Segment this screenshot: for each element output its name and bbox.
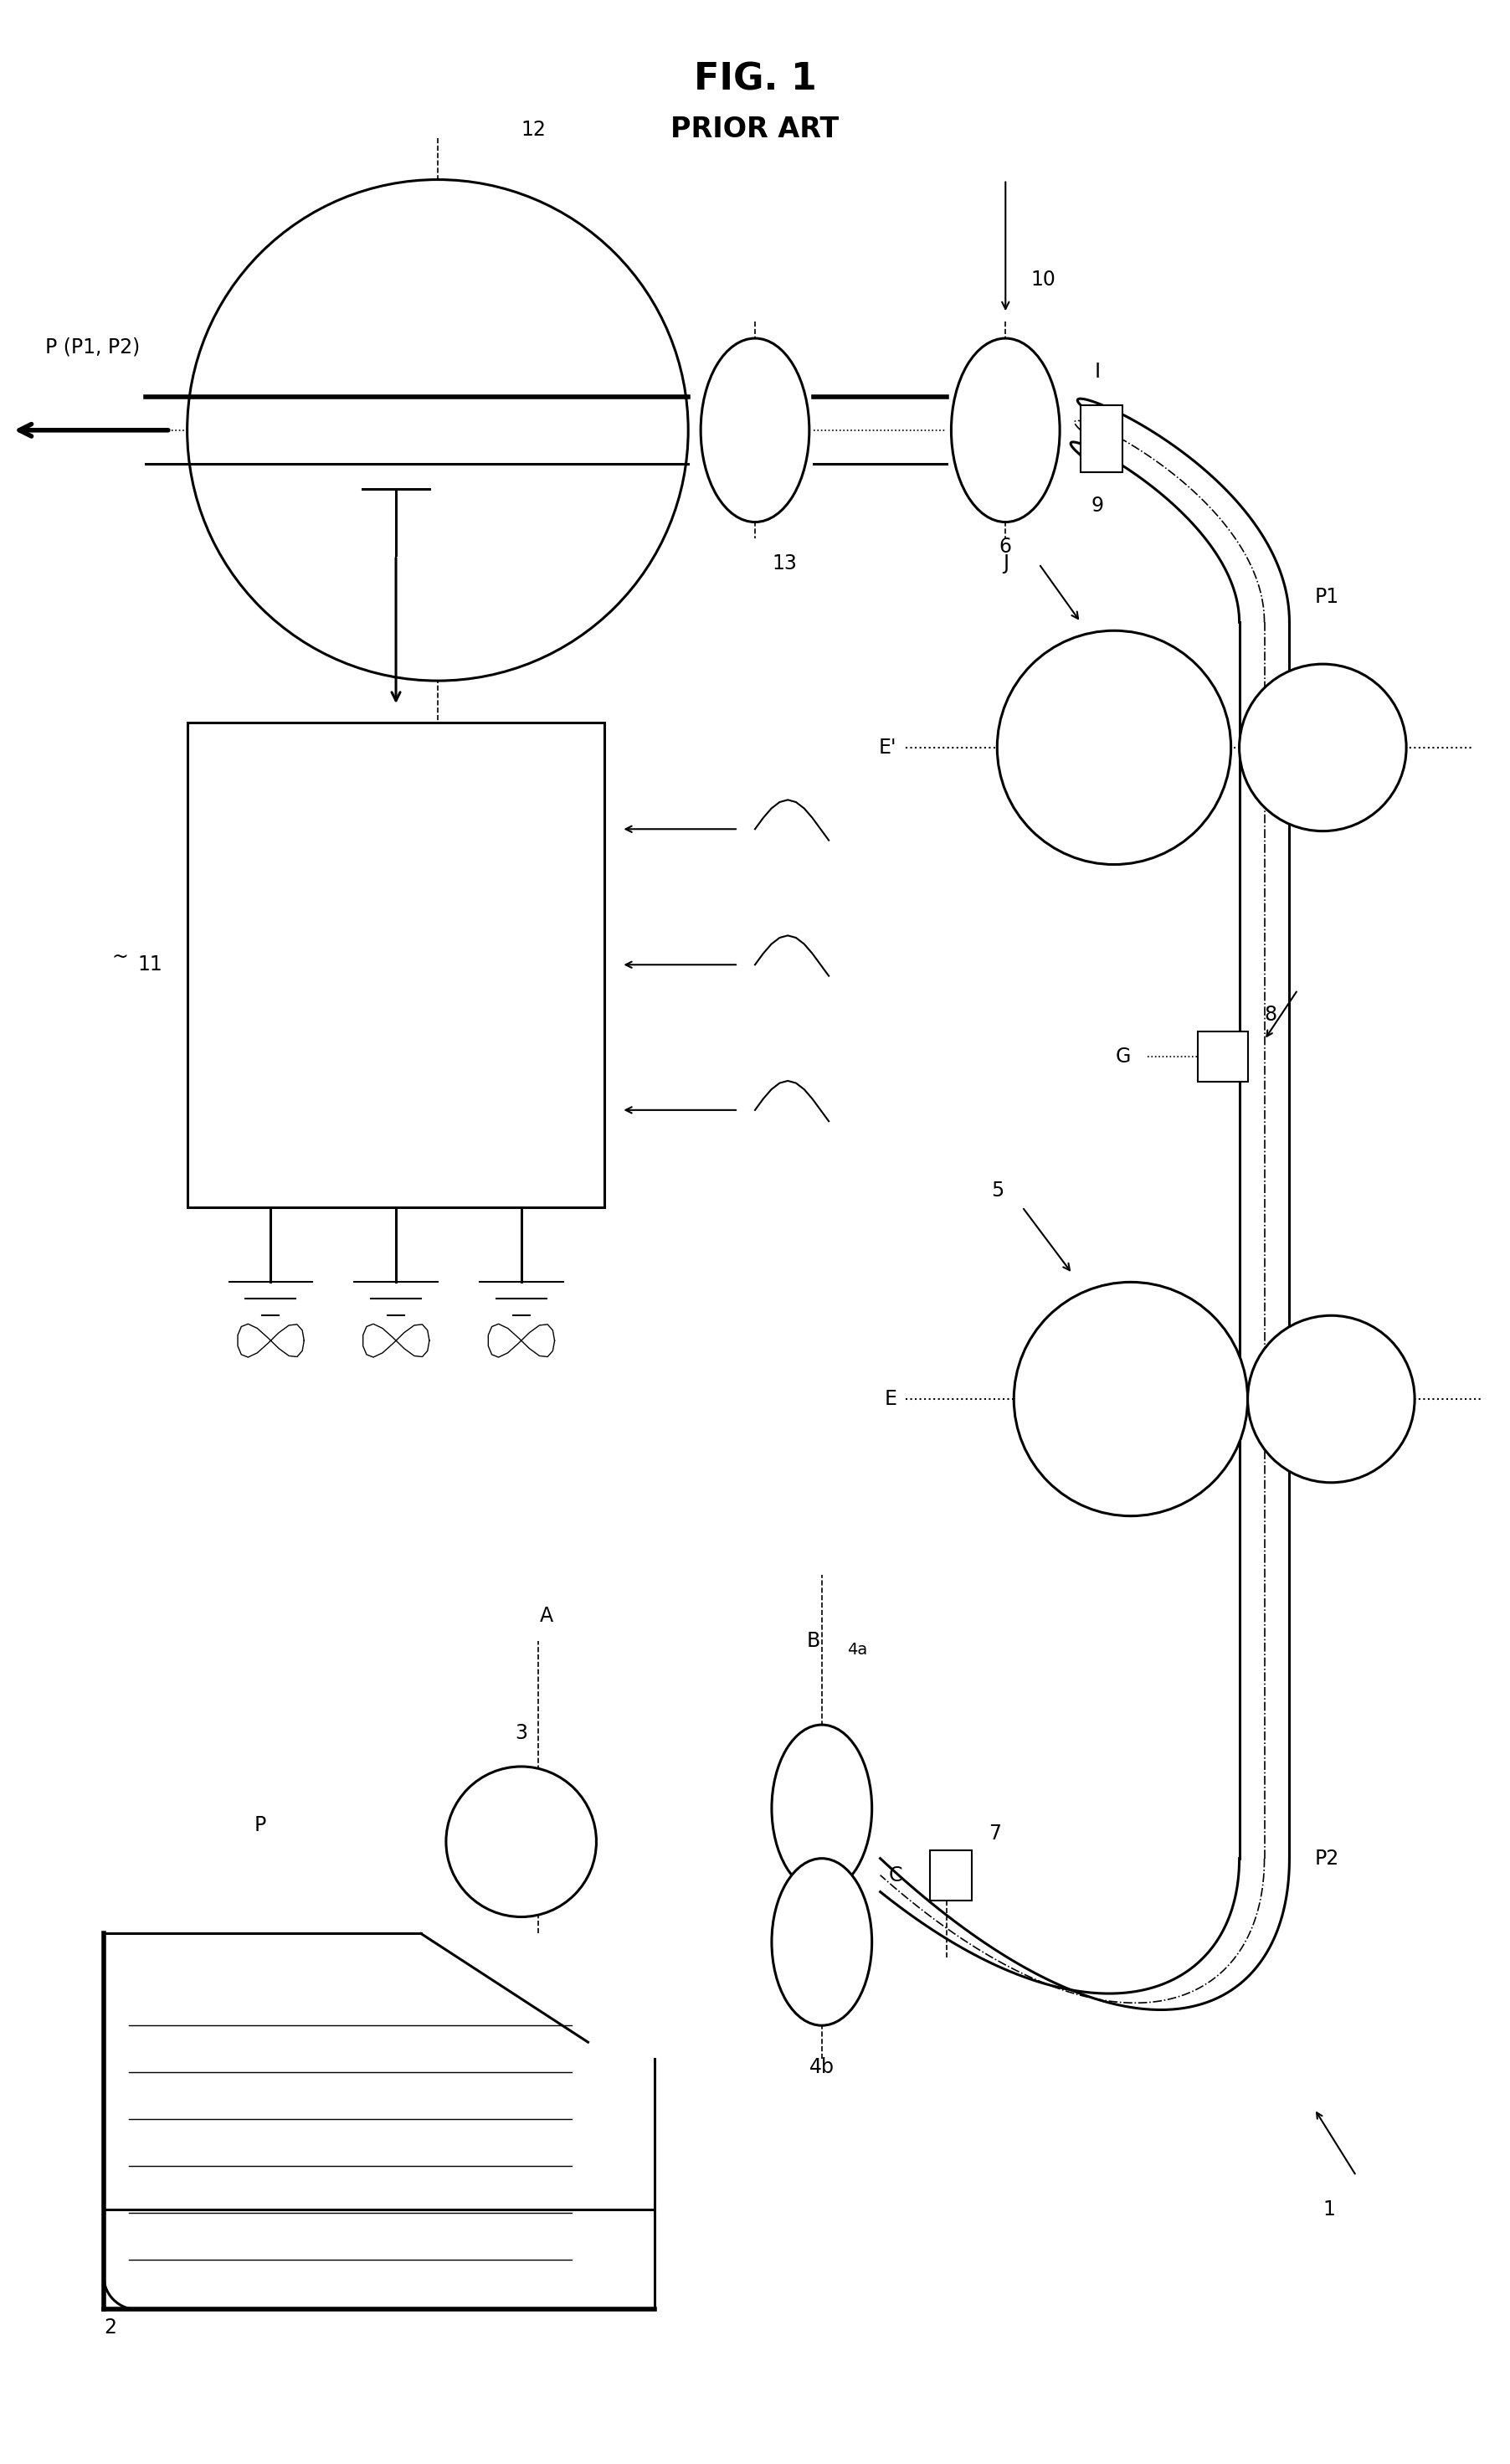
Text: 4a: 4a bbox=[847, 1641, 867, 1658]
Text: P1: P1 bbox=[1315, 586, 1339, 606]
Text: C: C bbox=[888, 1865, 903, 1885]
Text: 13: 13 bbox=[772, 554, 797, 574]
Text: I: I bbox=[1095, 362, 1101, 382]
Circle shape bbox=[1247, 1316, 1415, 1483]
Text: P2: P2 bbox=[1315, 1848, 1339, 1868]
Text: 6: 6 bbox=[1000, 537, 1012, 557]
Text: 2: 2 bbox=[104, 2319, 116, 2338]
Text: E': E' bbox=[879, 737, 897, 756]
Text: 12: 12 bbox=[521, 118, 547, 140]
Circle shape bbox=[187, 180, 689, 680]
Text: 3: 3 bbox=[515, 1722, 527, 1742]
Text: 9: 9 bbox=[1092, 495, 1104, 515]
FancyBboxPatch shape bbox=[187, 722, 604, 1207]
Text: P: P bbox=[254, 1816, 266, 1836]
Text: FIG. 1: FIG. 1 bbox=[693, 62, 817, 99]
Text: 4b: 4b bbox=[809, 2057, 835, 2077]
Ellipse shape bbox=[701, 338, 809, 522]
Ellipse shape bbox=[772, 1858, 871, 2025]
Text: K: K bbox=[432, 729, 444, 749]
Text: B: B bbox=[806, 1631, 820, 1651]
Text: 8: 8 bbox=[1264, 1005, 1277, 1025]
Text: 10: 10 bbox=[1030, 269, 1055, 291]
Text: 11: 11 bbox=[137, 954, 162, 976]
Text: 1: 1 bbox=[1323, 2200, 1335, 2220]
Text: G: G bbox=[1116, 1047, 1131, 1067]
FancyBboxPatch shape bbox=[1081, 404, 1122, 473]
Text: PRIOR ART: PRIOR ART bbox=[670, 116, 840, 143]
Text: ~: ~ bbox=[112, 946, 128, 966]
Text: 5: 5 bbox=[991, 1180, 1004, 1200]
Ellipse shape bbox=[772, 1725, 871, 1892]
Text: A: A bbox=[539, 1607, 553, 1626]
Text: J: J bbox=[1003, 554, 1009, 574]
Text: P (P1, P2): P (P1, P2) bbox=[45, 338, 140, 357]
Circle shape bbox=[997, 631, 1231, 865]
FancyBboxPatch shape bbox=[930, 1850, 972, 1900]
Circle shape bbox=[1240, 663, 1406, 830]
Text: E: E bbox=[885, 1390, 897, 1409]
Text: 7: 7 bbox=[989, 1823, 1001, 1843]
Circle shape bbox=[1013, 1281, 1247, 1515]
Ellipse shape bbox=[951, 338, 1060, 522]
FancyBboxPatch shape bbox=[1197, 1032, 1247, 1082]
Circle shape bbox=[445, 1767, 596, 1917]
